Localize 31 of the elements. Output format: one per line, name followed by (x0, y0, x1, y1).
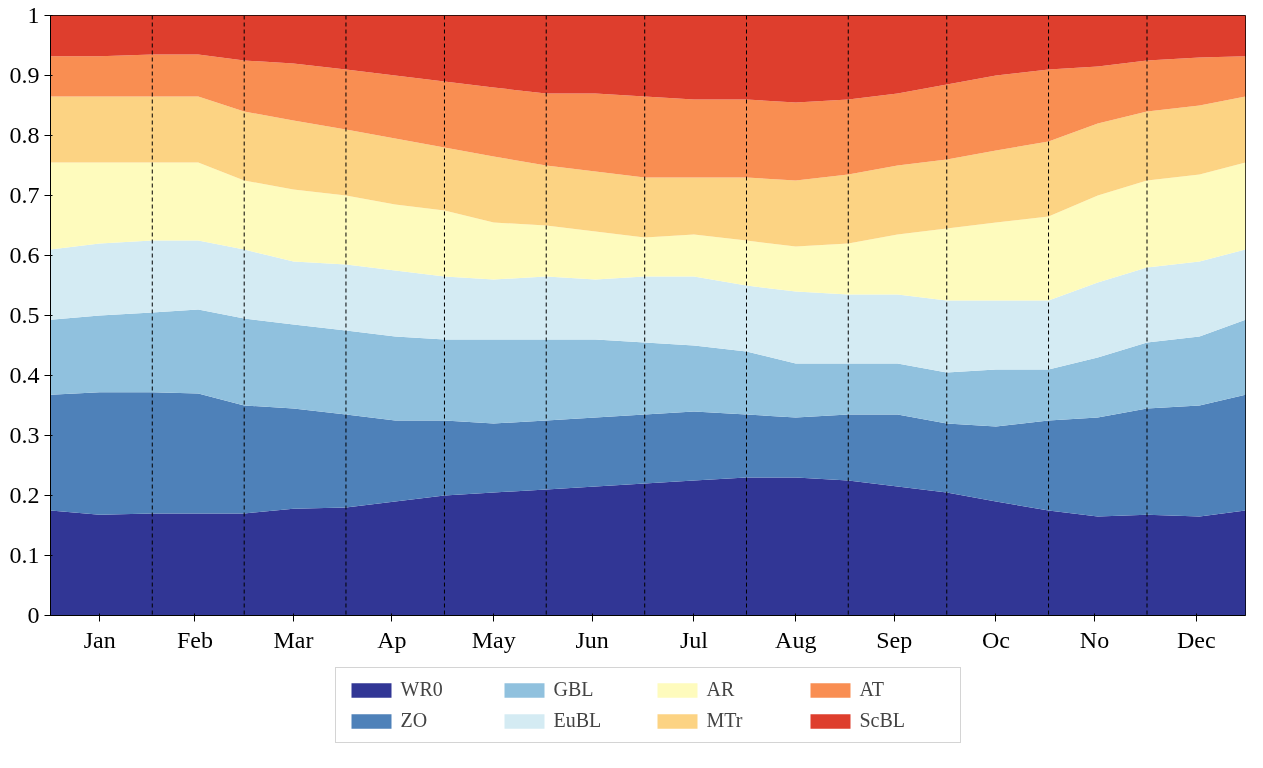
y-tick-label: 0 (27, 602, 40, 628)
y-tick-label: 0.2 (9, 482, 40, 508)
y-tick-label: 0.1 (9, 542, 40, 568)
x-tick-label: Jul (679, 626, 709, 653)
y-tick-label: 0.7 (9, 182, 40, 208)
x-tick-label: Ap (377, 626, 407, 653)
y-tick-label: 1 (27, 2, 40, 28)
x-tick-label: Oc (982, 626, 1010, 653)
y-tick-label: 0.6 (9, 242, 40, 268)
y-tick-label: 0.8 (9, 122, 40, 148)
legend-label: AT (859, 678, 885, 701)
y-tick-label: 0.9 (9, 62, 40, 88)
legend-label: GBL (553, 678, 595, 701)
y-tick-label: 0.3 (9, 422, 40, 448)
legend-label: ZO (400, 709, 429, 732)
legend-label: ScBL (859, 709, 907, 732)
x-tick-label: Jan (83, 626, 116, 653)
y-tick-label: 0.5 (9, 302, 40, 328)
legend-label: EuBL (553, 709, 603, 732)
x-tick-label: Jun (575, 626, 609, 653)
x-tick-label: May (471, 626, 516, 653)
x-tick-label: Aug (775, 626, 817, 653)
legend-label: WR0 (400, 678, 444, 701)
x-tick-label: Feb (176, 626, 213, 653)
x-tick-label: Mar (273, 626, 314, 653)
y-tick-label: 0.4 (9, 362, 40, 388)
x-tick-label: No (1079, 626, 1110, 653)
legend-label: AR (706, 678, 736, 701)
x-tick-label: Dec (1176, 626, 1216, 653)
legend-label: MTr (706, 709, 744, 732)
x-tick-label: Sep (876, 626, 913, 653)
